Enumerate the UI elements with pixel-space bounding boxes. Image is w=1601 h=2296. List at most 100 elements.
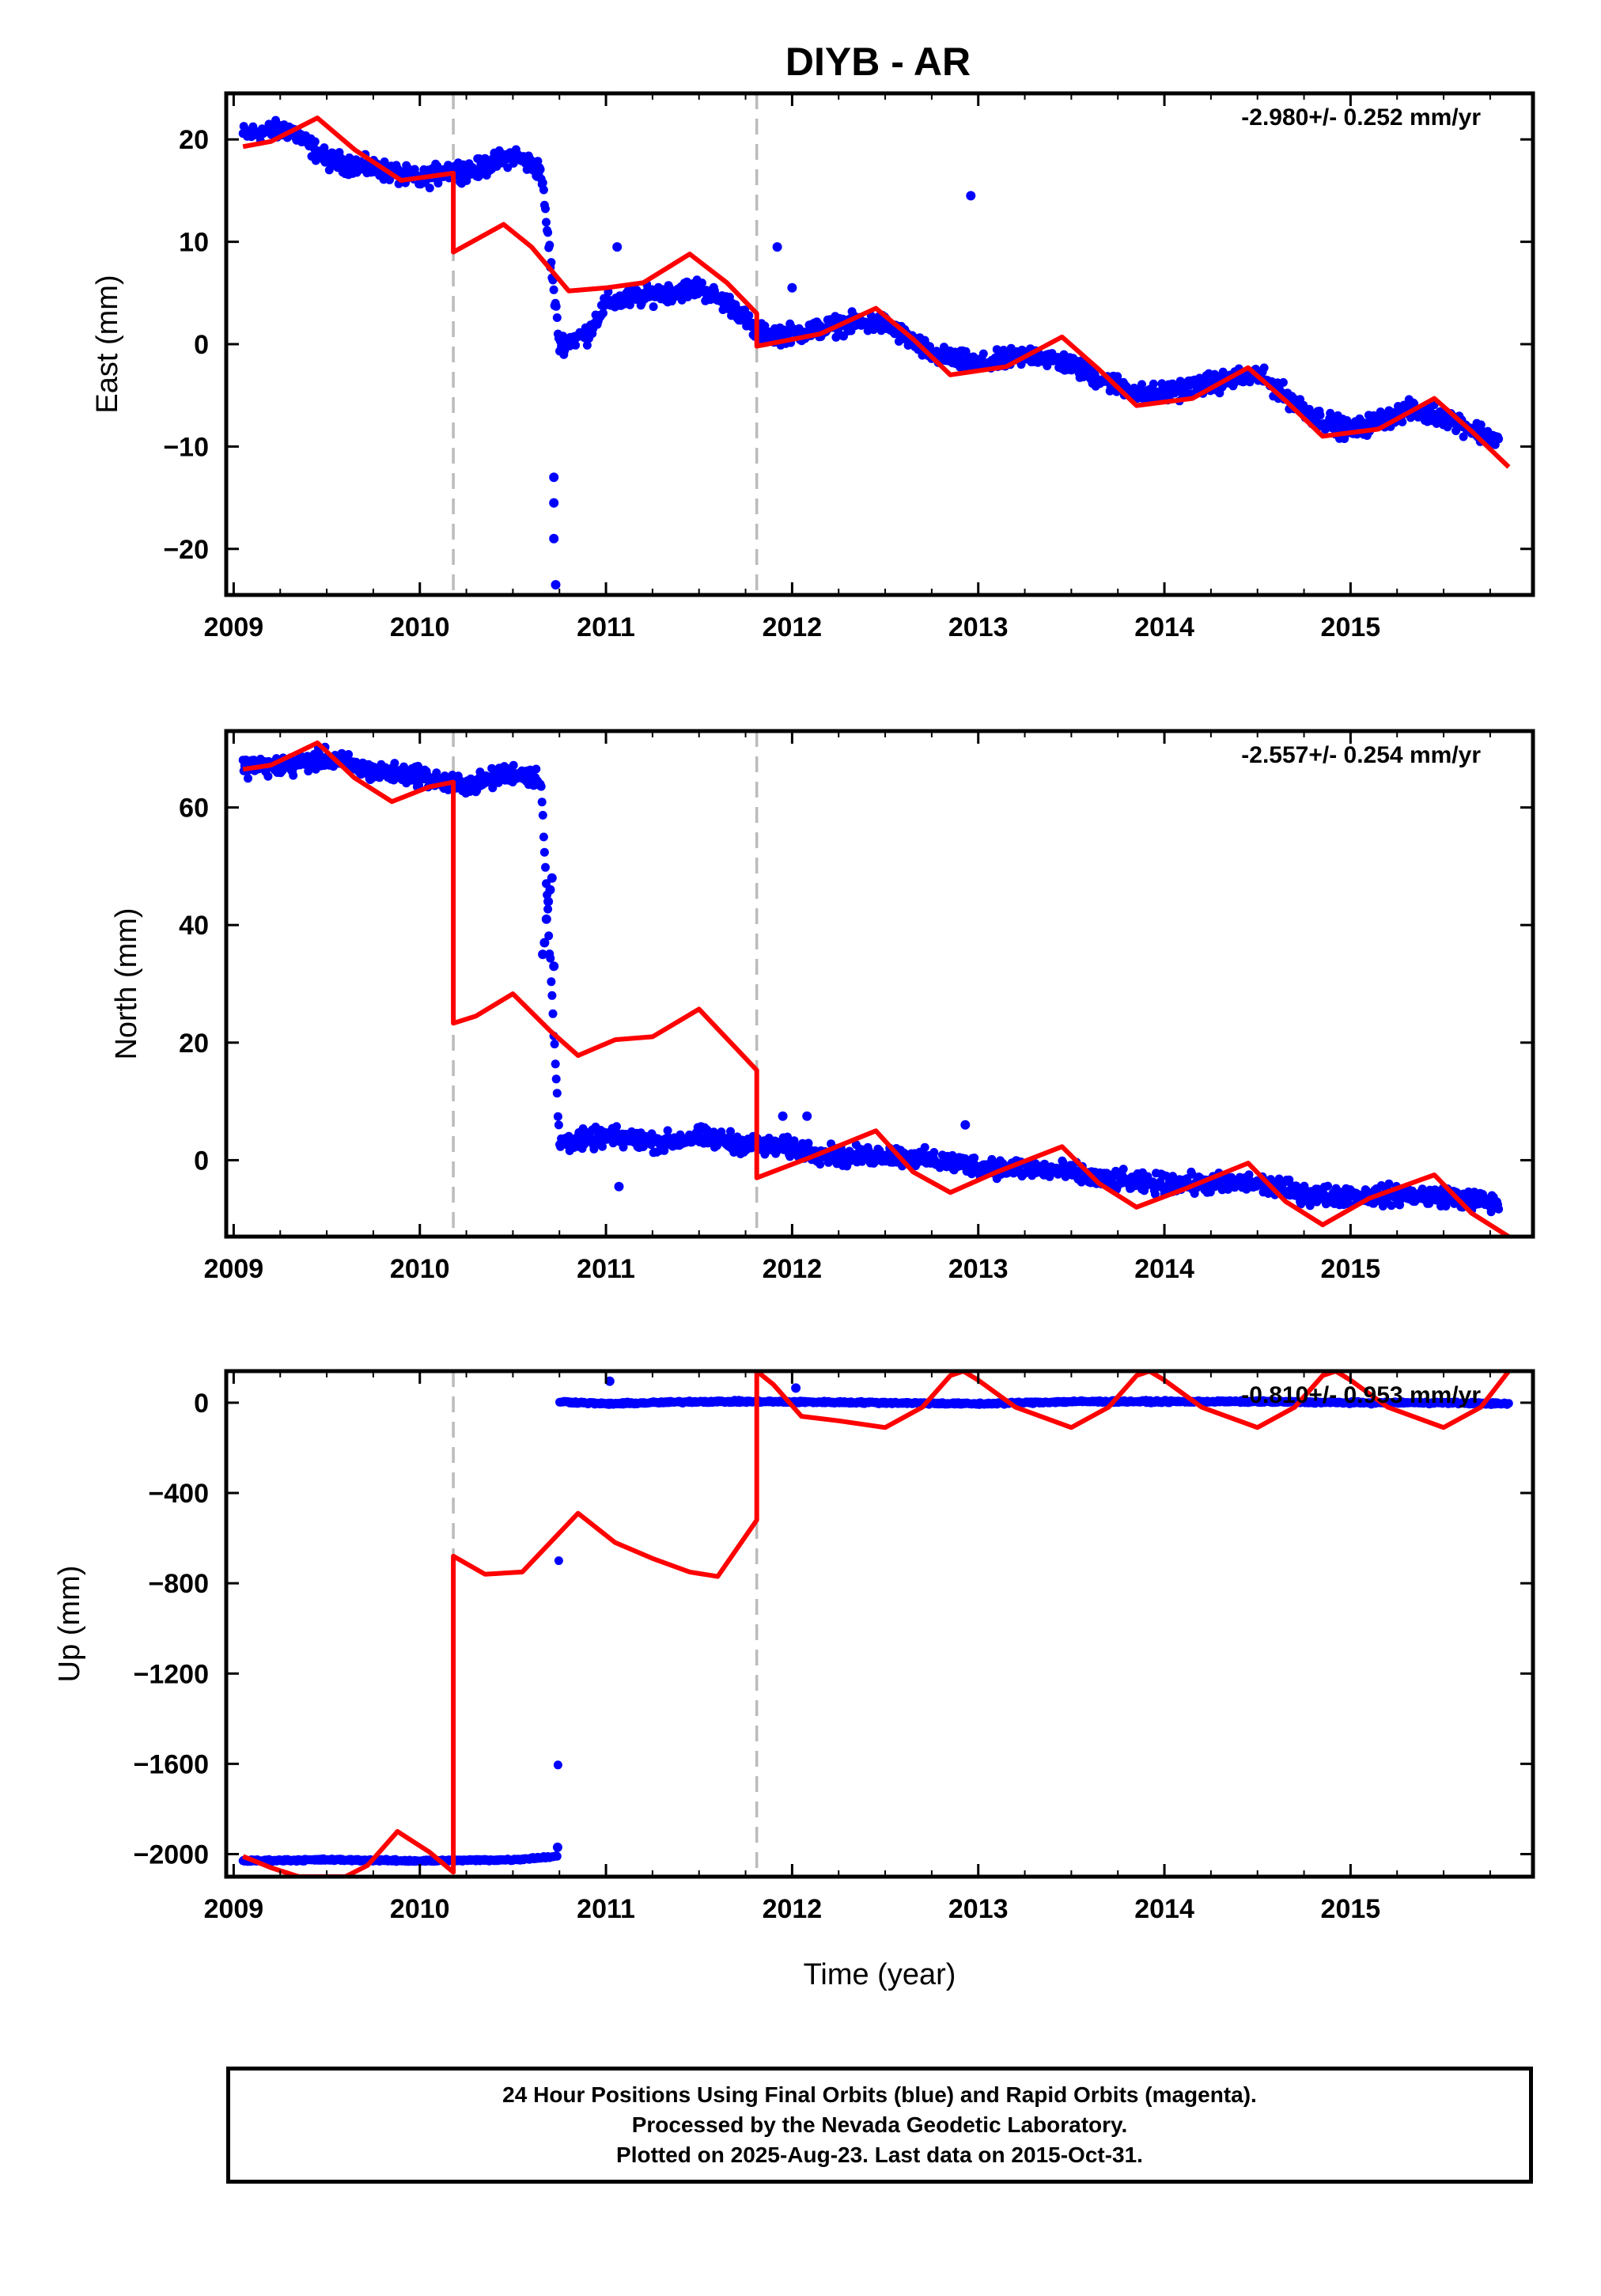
panel-east-x-tick-label: 2015 bbox=[1321, 612, 1381, 642]
panel-north-outlier-point bbox=[541, 914, 551, 924]
panel-north-observation-point bbox=[537, 798, 547, 807]
panel-north-observation-point bbox=[414, 781, 424, 790]
panel-east-observation-point bbox=[760, 321, 770, 331]
panel-east-observation-point bbox=[539, 185, 548, 195]
panel-north-outlier-point bbox=[543, 896, 554, 907]
panel-north-observation-point bbox=[263, 771, 273, 781]
panel-north-observation-point bbox=[1425, 1199, 1434, 1208]
footer-line-2: Processed by the Nevada Geodetic Laborat… bbox=[631, 2112, 1128, 2137]
panel-east-observations bbox=[238, 116, 1504, 590]
panel-north-observation-point bbox=[344, 750, 354, 759]
panel-north-outlier-point bbox=[778, 1111, 788, 1121]
panel-north-observation-point bbox=[544, 931, 554, 941]
panel-east-observation-point bbox=[744, 311, 754, 320]
panel-east-observation-point bbox=[571, 340, 581, 350]
panel-north-observation-point bbox=[548, 1009, 558, 1018]
panel-east-outlier-point bbox=[549, 533, 559, 544]
panel-east-y-tick-label: 10 bbox=[179, 228, 209, 258]
panel-north-x-tick-label: 2009 bbox=[204, 1254, 264, 1284]
panel-east-observation-point bbox=[480, 153, 490, 163]
panel-north-y-tick-label: 40 bbox=[179, 911, 209, 941]
panel-north-observation-point bbox=[509, 760, 518, 770]
panel-east-outlier-point bbox=[966, 191, 976, 201]
panel-east-observation-point bbox=[538, 178, 547, 188]
panel-north-x-tick-label: 2015 bbox=[1321, 1254, 1381, 1284]
panel-up-x-tick-label: 2010 bbox=[390, 1894, 450, 1924]
panel-north-x-tick-label: 2011 bbox=[577, 1254, 635, 1284]
panel-north-observation-point bbox=[543, 904, 553, 914]
panel-north-observation-point bbox=[539, 832, 548, 842]
panel-north-outlier-point bbox=[545, 885, 555, 895]
panel-up-x-tick-label: 2014 bbox=[1134, 1894, 1194, 1924]
panel-up-outlier-point bbox=[604, 1376, 615, 1386]
panel-north-observation-point bbox=[1323, 1181, 1333, 1191]
panel-east-x-tick-label: 2013 bbox=[948, 612, 1009, 642]
panel-north-observation-point bbox=[553, 1112, 562, 1121]
panel-up-x-tick-label: 2013 bbox=[948, 1894, 1009, 1924]
panel-north-y-tick-label: 20 bbox=[179, 1029, 209, 1059]
panel-east-observation-point bbox=[961, 347, 971, 356]
panel-north-observation-point bbox=[547, 991, 557, 1000]
panel-north-observations bbox=[238, 742, 1504, 1217]
panel-north-outlier-point bbox=[538, 949, 548, 960]
panel-north-y-tick-label: 0 bbox=[194, 1146, 209, 1176]
panel-up-x-tick-label: 2009 bbox=[204, 1894, 264, 1924]
panel-north-observation-point bbox=[554, 1120, 563, 1130]
panel-north-observation-point bbox=[546, 953, 555, 963]
panel-north-observation-point bbox=[783, 1132, 792, 1142]
footer-line-3: Plotted on 2025-Aug-23. Last data on 201… bbox=[616, 2143, 1143, 2167]
panel-north-observation-point bbox=[598, 1142, 607, 1151]
panel-north-observation-point bbox=[539, 847, 549, 857]
panel-east-outlier-point bbox=[549, 498, 559, 508]
panel-east-y-axis-label: East (mm) bbox=[91, 275, 124, 413]
panel-east-observation-point bbox=[1494, 434, 1504, 444]
panel-up-observation-point bbox=[553, 1760, 562, 1770]
panel-up-observation-point bbox=[552, 1851, 562, 1861]
panel-up-observation-point bbox=[1504, 1399, 1513, 1408]
panel-east-y-tick-label: −20 bbox=[163, 535, 209, 565]
panel-east-observation-point bbox=[1315, 411, 1325, 420]
panel-north-outlier-point bbox=[549, 961, 559, 972]
panel-north-observation-point bbox=[663, 1126, 672, 1135]
panel-north-observation-point bbox=[552, 1089, 562, 1098]
panel-north-observation-point bbox=[550, 1040, 559, 1049]
panel-east-observation-point bbox=[1410, 399, 1419, 408]
panel-north-observation-point bbox=[541, 862, 550, 872]
panel-north-observation-point bbox=[804, 1139, 813, 1148]
panel-north-observation-point bbox=[289, 771, 298, 780]
panel-north-outlier-point bbox=[614, 1181, 624, 1192]
panel-up-y-tick-label: −1600 bbox=[134, 1749, 210, 1779]
panel-up-observation-point bbox=[554, 1556, 563, 1566]
panel-north-observation-point bbox=[929, 1148, 939, 1157]
panel-east-observation-point bbox=[541, 204, 550, 214]
panel-up-rate-label: -0.810+/- 0.953 mm/yr bbox=[1241, 1382, 1481, 1408]
panel-east-observation-point bbox=[1259, 363, 1269, 373]
panel-up-x-tick-label: 2012 bbox=[763, 1894, 823, 1924]
panel-east-observation-point bbox=[433, 161, 442, 171]
panel-up-observations bbox=[238, 1376, 1513, 1866]
panel-north-observation-point bbox=[1494, 1204, 1504, 1214]
panel-up-frame bbox=[224, 1369, 1535, 1879]
panel-east-observation-point bbox=[599, 309, 607, 318]
panel-north-observation-point bbox=[1168, 1172, 1178, 1181]
panel-north-observation-point bbox=[536, 782, 546, 791]
panel-north-observation-point bbox=[390, 759, 399, 768]
panel-east-x-tick-label: 2009 bbox=[204, 612, 264, 642]
panel-east-x-tick-label: 2010 bbox=[390, 612, 450, 642]
panel-north-x-tick-label: 2010 bbox=[390, 1254, 450, 1284]
panel-east-observation-point bbox=[1043, 362, 1052, 370]
panel-up-y-tick-label: −800 bbox=[148, 1569, 209, 1599]
panel-up-model-curve bbox=[242, 1371, 1511, 1877]
panel-north-observation-point bbox=[1150, 1189, 1160, 1199]
panel-east-observation-point bbox=[649, 302, 658, 312]
chart-title: DIYB - AR bbox=[785, 40, 971, 84]
panel-east-observation-point bbox=[1459, 432, 1468, 441]
panel-north-observation-point bbox=[244, 774, 252, 783]
panel-east-observation-point bbox=[551, 301, 561, 311]
panel-east-observation-point bbox=[549, 285, 558, 294]
panel-north-x-tick-label: 2013 bbox=[948, 1254, 1009, 1284]
panel-east-x-tick-label: 2011 bbox=[577, 612, 635, 642]
panel-east-observation-point bbox=[310, 137, 320, 146]
